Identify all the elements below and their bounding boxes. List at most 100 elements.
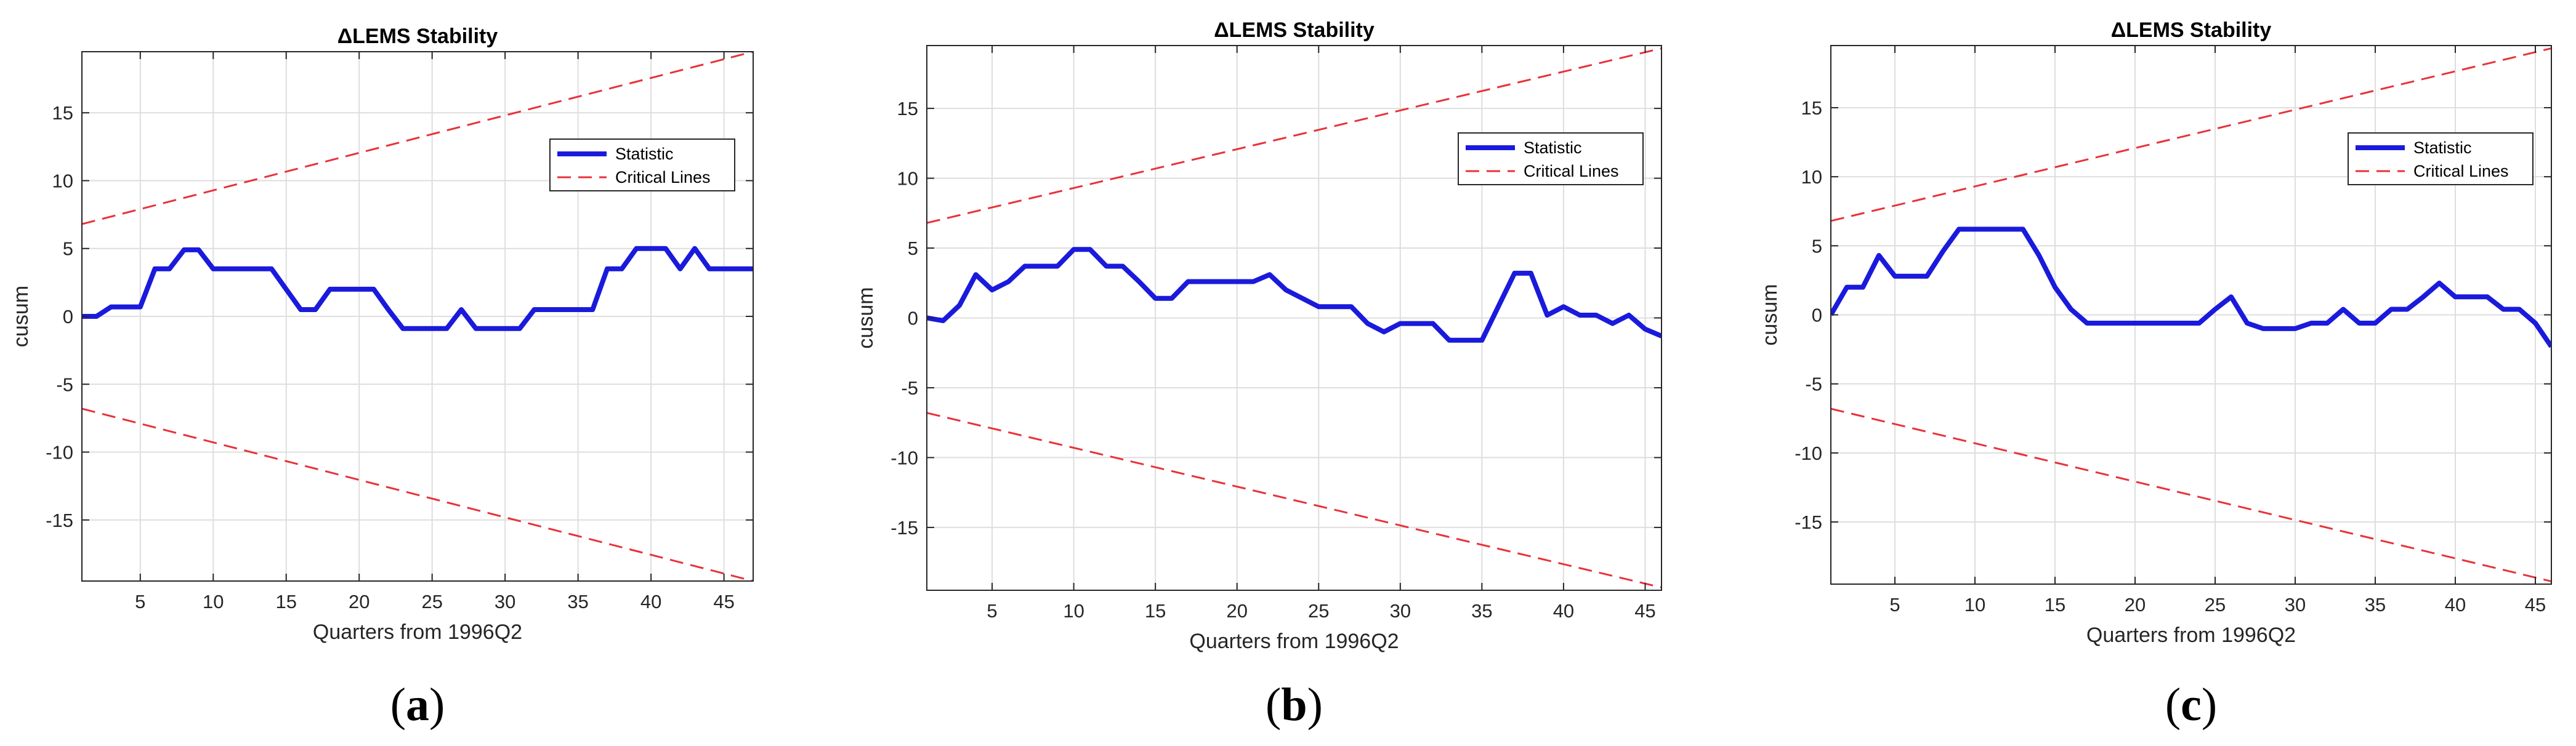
y-tick-label: 5 (1812, 235, 1822, 257)
x-axis-label: Quarters from 1996Q2 (1189, 630, 1399, 653)
statistic-point (488, 326, 493, 331)
statistic-point (2341, 307, 2346, 312)
statistic-point (2437, 281, 2442, 286)
statistic-point (1972, 227, 1977, 231)
x-tick-label: 35 (2365, 594, 2386, 616)
statistic-point (138, 305, 143, 310)
x-tick-label: 25 (1308, 600, 1329, 622)
statistic-point (1088, 247, 1092, 252)
statistic-point (2485, 294, 2490, 299)
x-tick-label: 10 (1964, 594, 1985, 616)
x-axis-label: Quarters from 1996Q2 (2086, 624, 2296, 647)
statistic-point (342, 287, 347, 292)
statistic-point (2261, 326, 2266, 331)
x-tick-label: 5 (1889, 594, 1900, 616)
statistic-point (123, 305, 128, 310)
statistic-point (444, 326, 449, 331)
panel-label-open-paren: ( (1266, 679, 1281, 731)
statistic-point (2229, 294, 2234, 299)
x-tick-label: 30 (495, 591, 515, 612)
panel-label-letter: b (1281, 679, 1307, 731)
y-tick-label: 10 (1801, 166, 1822, 188)
y-tick-label: 5 (63, 238, 73, 260)
critical-line-lower (927, 412, 1661, 588)
statistic-point (1218, 279, 1223, 284)
x-tick-label: 15 (275, 591, 296, 612)
chart-panel-c: 5 10 15 20 25 30 35 40 45 -15 -10 -5 0 5 10 15 ΔLEMS Sta… (1758, 18, 2552, 731)
statistic-point (1283, 287, 1288, 292)
statistic-point (546, 307, 551, 312)
statistic-point (1316, 304, 1321, 309)
statistic-point (2069, 307, 2073, 312)
statistic-point (957, 303, 962, 308)
statistic-point (108, 305, 113, 310)
statistic-point (517, 326, 522, 331)
statistic-point (1642, 327, 1647, 332)
statistic-point (371, 287, 376, 292)
y-tick-label: -15 (46, 510, 73, 531)
x-tick-label: 5 (987, 600, 997, 622)
x-tick-label: 25 (2205, 594, 2226, 616)
statistic-series-line (82, 246, 753, 331)
statistic-point (225, 267, 230, 271)
statistic-point (1267, 272, 1272, 277)
statistic-point (1594, 313, 1599, 318)
critical-line-upper (927, 47, 1661, 224)
statistic-point (1544, 313, 1549, 318)
statistic-point (2421, 294, 2426, 299)
y-tick-label: 15 (52, 102, 73, 124)
chart-title: ΔLEMS Stability (1214, 18, 1375, 42)
statistic-point (990, 287, 995, 292)
statistic-point (1463, 338, 1468, 343)
statistic-point (1137, 279, 1142, 284)
statistic-point (1169, 296, 1174, 301)
statistic-point (459, 307, 464, 312)
statistic-point (1479, 338, 1484, 343)
y-axis-label: cusum (854, 287, 878, 348)
statistic-point (1153, 296, 1158, 301)
x-tick-label: 20 (2125, 594, 2146, 616)
statistic-point (941, 318, 946, 323)
panel-label-close-paren: ) (429, 679, 445, 731)
statistic-point (298, 307, 303, 312)
statistic-point (1349, 304, 1354, 309)
y-axis-label: cusum (9, 286, 33, 347)
x-tick-label: 20 (349, 591, 369, 612)
x-tick-label: 35 (567, 591, 588, 612)
statistic-point (648, 246, 653, 251)
y-tick-label: 15 (897, 98, 918, 119)
statistic-point (722, 267, 727, 271)
statistic-point (2021, 227, 2025, 231)
x-tick-label: 10 (203, 591, 224, 612)
y-tick-label: 0 (908, 308, 918, 329)
statistic-point (1610, 321, 1615, 326)
x-tick-label: 15 (1145, 600, 1166, 622)
statistic-point (400, 326, 405, 331)
statistic-point (2373, 321, 2378, 326)
statistic-point (2517, 307, 2522, 312)
statistic-point (269, 267, 274, 271)
statistic-point (1398, 321, 1403, 326)
statistic-point (1876, 253, 1881, 258)
chart-title: ΔLEMS Stability (2111, 18, 2272, 42)
statistic-series-line (1831, 227, 2551, 348)
statistic-point (1528, 271, 1533, 276)
panel-label: (c) (2165, 679, 2217, 731)
legend-critical-label: Critical Lines (1524, 162, 1619, 180)
statistic-point (1235, 279, 1240, 284)
statistic-point (1908, 274, 1913, 279)
statistic-series-line (927, 247, 1661, 343)
statistic-point (1120, 264, 1125, 269)
chart-panel-b: 5 10 15 20 25 30 35 40 45 -15 -10 -5 0 5 10 15 ΔLEMS Sta… (854, 18, 1662, 731)
statistic-point (430, 326, 435, 331)
chart-panel-a: 5 10 15 20 25 30 35 40 45 -15 -10 -5 0 5 10 15 ΔLEMS Sta… (9, 25, 754, 731)
statistic-point (1185, 279, 1190, 284)
statistic-point (1496, 304, 1501, 309)
x-tick-label: 45 (713, 591, 734, 612)
statistic-point (2277, 326, 2282, 331)
panel-label-open-paren: ( (390, 679, 406, 731)
statistic-point (1251, 279, 1256, 284)
statistic-point (2101, 321, 2106, 326)
